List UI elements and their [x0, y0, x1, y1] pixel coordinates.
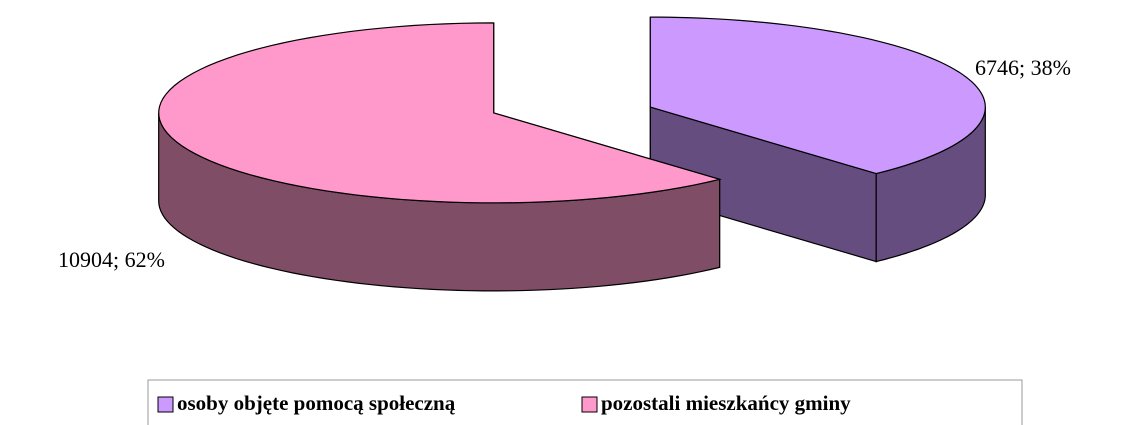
legend-label: pozostali mieszkańcy gminy — [601, 391, 851, 415]
slice — [158, 22, 722, 292]
legend-swatch — [581, 396, 598, 413]
slice-top — [158, 22, 722, 204]
data-label: 6746; 38% — [975, 55, 1071, 80]
legend-label: osoby objęte pomocą społeczną — [177, 391, 456, 415]
legend-swatch — [157, 396, 174, 413]
slice — [649, 16, 986, 263]
pie — [158, 16, 986, 292]
slice-top — [649, 16, 986, 175]
data-label: 10904; 62% — [58, 247, 165, 272]
